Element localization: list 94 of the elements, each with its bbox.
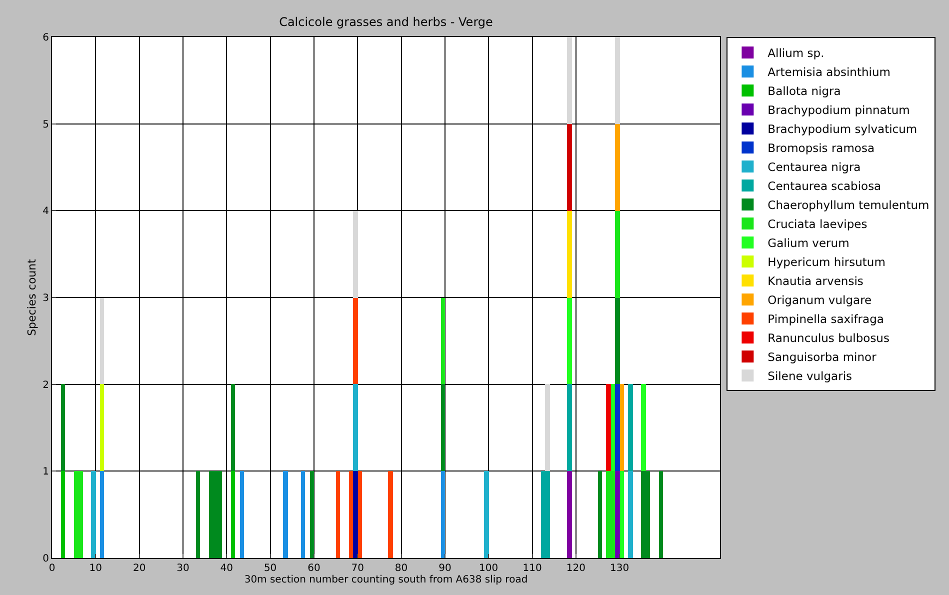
legend-label: Chaerophyllum temulentum <box>768 198 930 212</box>
legend-label: Sanguisorba minor <box>768 350 877 364</box>
x-tick-label: 120 <box>566 563 586 574</box>
bar <box>240 471 244 558</box>
bar <box>441 298 445 384</box>
bar <box>100 298 104 384</box>
bar <box>615 37 620 124</box>
bar <box>283 471 288 558</box>
legend-label: Hypericum hirsutum <box>768 254 886 269</box>
bar <box>353 384 358 471</box>
bar <box>545 471 550 558</box>
bar <box>231 384 235 471</box>
bar <box>615 211 620 298</box>
bar <box>336 471 340 558</box>
x-axis-title: 30m section number counting south from A638 slip road <box>244 574 528 586</box>
y-tick-label: 1 <box>42 466 49 478</box>
bar <box>100 471 104 558</box>
x-tick-label: 60 <box>308 563 320 574</box>
bar <box>567 37 572 124</box>
bar <box>100 384 104 471</box>
y-tick-label: 3 <box>42 293 49 304</box>
x-tick-label: 110 <box>522 563 542 574</box>
x-tick-label: 50 <box>264 563 277 574</box>
bar <box>641 384 646 471</box>
legend-label: Silene vulgaris <box>768 368 852 383</box>
bar <box>620 384 624 471</box>
legend-label: Knautia arvensis <box>768 274 864 288</box>
bar <box>567 211 572 298</box>
bar <box>388 471 393 558</box>
bar <box>310 471 314 558</box>
legend-label: Bromopsis ramosa <box>768 140 875 155</box>
bar <box>598 471 602 558</box>
legend-label: Centaurea nigra <box>768 160 861 174</box>
x-tick-label: 10 <box>89 563 102 574</box>
bar <box>567 124 572 211</box>
x-tick-label: 40 <box>220 563 234 574</box>
legend-label: Origanum vulgare <box>768 292 872 307</box>
bar <box>353 298 358 384</box>
bar <box>349 471 353 558</box>
bar <box>606 471 611 558</box>
x-tick-label: 80 <box>394 563 408 574</box>
bar <box>641 471 646 558</box>
bar <box>441 471 445 558</box>
legend-label: Centaurea scabiosa <box>768 178 882 193</box>
bar <box>196 471 200 558</box>
bar <box>567 384 572 471</box>
legend-label: Pimpinella saxifraga <box>768 312 884 326</box>
bar <box>606 384 611 471</box>
bar <box>620 471 624 558</box>
bar <box>218 471 222 558</box>
bar <box>441 384 445 471</box>
bar <box>659 471 663 558</box>
x-tick-label: 30 <box>176 563 190 574</box>
bar <box>615 384 620 471</box>
bar <box>61 384 65 471</box>
bar <box>353 211 358 298</box>
y-tick-label: 2 <box>42 380 49 391</box>
bar <box>615 124 620 211</box>
bar <box>231 471 235 558</box>
bar <box>615 298 620 384</box>
legend-label: Cruciata laevipes <box>768 216 868 231</box>
x-tick-label: 20 <box>132 563 146 574</box>
bar <box>567 298 572 384</box>
y-tick-label: 6 <box>42 32 49 44</box>
bar <box>78 471 83 558</box>
legend-label: Artemisia absinthium <box>768 64 890 79</box>
bar <box>353 471 358 558</box>
bar <box>611 384 615 471</box>
legend-label: Brachypodium sylvaticum <box>768 122 918 136</box>
bar <box>628 384 633 471</box>
y-tick-label: 4 <box>42 206 49 218</box>
bar <box>358 471 362 558</box>
bar <box>301 471 305 558</box>
bar <box>567 471 572 558</box>
y-tick-label: 5 <box>42 119 49 130</box>
y-tick-label: 0 <box>42 554 49 564</box>
legend-label: Ballota nigra <box>768 84 841 98</box>
bar <box>628 471 633 558</box>
legend-label: Galium verum <box>768 236 850 250</box>
legend-label: Allium sp. <box>768 46 824 60</box>
bar <box>484 471 489 558</box>
x-tick-label: 100 <box>479 563 498 574</box>
bar <box>91 471 96 558</box>
bar <box>209 471 214 558</box>
y-axis-title: Species count <box>25 258 38 336</box>
x-tick-label: 70 <box>351 563 364 574</box>
x-tick-label: 90 <box>438 563 452 574</box>
chart-title: Calcicole grasses and herbs - Verge <box>279 15 493 30</box>
x-tick-label: 130 <box>610 563 630 574</box>
bar <box>615 471 620 558</box>
legend-label: Ranunculus bulbosus <box>768 330 890 345</box>
bar <box>61 471 65 558</box>
bar <box>545 384 550 471</box>
legend-label: Brachypodium pinnatum <box>768 102 910 117</box>
